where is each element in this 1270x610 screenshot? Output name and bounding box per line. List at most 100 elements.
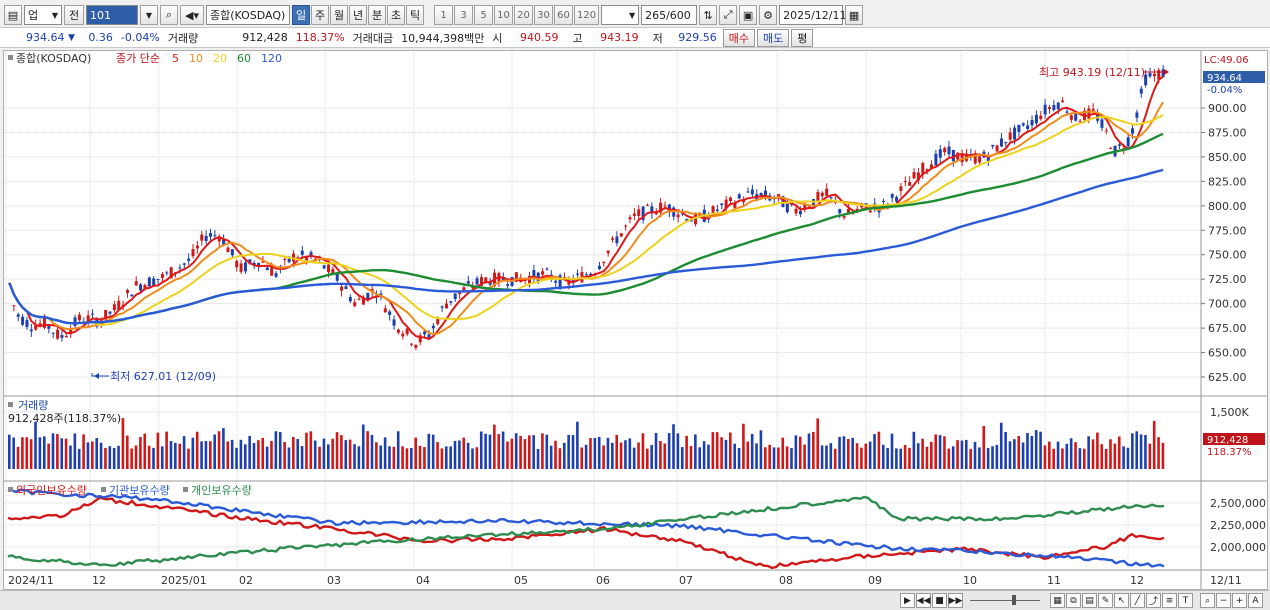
period-tab-4[interactable]: 분 [368, 5, 386, 25]
high-label: 고 [572, 31, 583, 45]
volume-bar [847, 439, 850, 469]
period-tab-5[interactable]: 초 [387, 5, 405, 25]
volume-bar [401, 446, 404, 469]
scroll-first-icon[interactable]: ◀◀ [916, 593, 931, 608]
volume-bar [654, 432, 658, 469]
zoom-plus-icon[interactable]: + [1232, 593, 1247, 608]
code-input[interactable]: 101 [86, 5, 138, 25]
volume-bar [305, 432, 308, 469]
save-icon[interactable]: ▣ [739, 5, 758, 25]
period-tab-3[interactable]: 년 [349, 5, 367, 25]
chart-tool-icon[interactable]: ⤢ [719, 5, 738, 25]
text-tool-icon[interactable]: T [1178, 593, 1193, 608]
draw-tool-icon[interactable]: ✎ [1098, 593, 1113, 608]
zoom-slider-track[interactable] [970, 600, 1040, 601]
scroll-right-icon[interactable]: ▶ [900, 593, 915, 608]
candle [484, 277, 488, 282]
volume-bar [921, 438, 924, 469]
candle [1144, 74, 1148, 86]
volume-bar [1157, 437, 1160, 469]
holdings-legend-item: 기관보유수량 [109, 484, 170, 497]
candle [1052, 105, 1056, 111]
line-tool-icon[interactable]: ╱ [1130, 593, 1145, 608]
candle [781, 196, 785, 208]
trend-tool-icon[interactable]: ⤴ [1146, 593, 1161, 608]
volume-bar [396, 431, 400, 469]
candle [641, 206, 645, 220]
scroll-last-icon[interactable]: ▶▶ [948, 593, 963, 608]
volume-bar [1126, 447, 1130, 469]
candle [715, 209, 719, 211]
ma-line-120 [8, 168, 1164, 325]
volume-bar [366, 431, 369, 469]
zoom-slider-thumb[interactable] [1012, 595, 1016, 605]
eval-button[interactable]: 평 [791, 28, 814, 47]
chart-canvas[interactable]: 900.00 875.00 850.00 825.00 800.00 775.00 750.… [4, 51, 1267, 589]
price-change: 0.36 [88, 31, 113, 44]
compare-icon[interactable]: ⇅ [699, 5, 718, 25]
minute-tab-120[interactable]: 120 [574, 5, 600, 25]
open-label: 시 [492, 31, 503, 45]
layout-icon[interactable]: ▤ [4, 5, 22, 25]
candle [423, 331, 427, 335]
volume-bar [541, 433, 544, 469]
minute-tab-3[interactable]: 3 [454, 5, 473, 25]
period-tab-0[interactable]: 일 [292, 5, 310, 25]
volume-bar [899, 448, 903, 469]
x-axis-label: 04 [416, 574, 430, 587]
minute-tab-5[interactable]: 5 [474, 5, 493, 25]
zoom-out-search-icon[interactable]: ⌕ [1200, 593, 1215, 608]
candle [632, 213, 636, 216]
period-tab-2[interactable]: 월 [330, 5, 348, 25]
volume-bar [750, 433, 754, 469]
volume-bar [274, 431, 278, 469]
volume-bar [956, 440, 959, 469]
period-tab-6[interactable]: 틱 [406, 5, 424, 25]
gear-icon[interactable]: ⚙ [759, 5, 778, 25]
interval-dropdown[interactable]: ▼ [601, 5, 640, 25]
count-field[interactable]: 265/600 [641, 5, 698, 25]
speaker-icon[interactable]: ◀︎▾ [180, 5, 204, 25]
candle [160, 273, 164, 278]
grid-toggle-icon[interactable]: ▦ [1050, 593, 1065, 608]
table-icon[interactable]: ▤ [1082, 593, 1097, 608]
prev-button[interactable]: 전 [64, 5, 84, 25]
volume-pct: 118.37% [295, 31, 345, 44]
date-field[interactable]: 2025/12/11 [779, 5, 847, 25]
minute-tab-60[interactable]: 60 [554, 5, 573, 25]
cursor-icon[interactable]: ↖ [1114, 593, 1129, 608]
volume-bar [130, 448, 133, 469]
volume-bar [562, 442, 566, 469]
market-select[interactable]: 업 ▼ [24, 5, 62, 25]
volume-bar [431, 434, 435, 469]
volume-bar [763, 447, 767, 469]
candle [619, 233, 623, 237]
zoom-minus-icon[interactable]: − [1216, 593, 1231, 608]
sell-button[interactable]: 매도 [757, 28, 790, 47]
volume-bar [187, 448, 190, 469]
minute-tab-20[interactable]: 20 [514, 5, 533, 25]
top-partial-label: LC:49.06 [1204, 55, 1249, 66]
minute-tab-30[interactable]: 30 [534, 5, 553, 25]
stop-icon[interactable]: ■ [932, 593, 947, 608]
period-tab-1[interactable]: 주 [311, 5, 329, 25]
candle [479, 277, 483, 286]
volume-bar [16, 446, 20, 469]
copy-icon[interactable]: ⧉ [1066, 593, 1081, 608]
volume-bar [357, 446, 361, 469]
minute-tab-10[interactable]: 10 [494, 5, 513, 25]
candle [558, 275, 562, 289]
minute-tab-1[interactable]: 1 [434, 5, 453, 25]
buy-button[interactable]: 매수 [722, 28, 756, 47]
code-dropdown-icon[interactable]: ▼ [140, 5, 158, 25]
volume-bar [672, 424, 675, 469]
candle [947, 146, 951, 155]
chart-area[interactable]: 900.00 875.00 850.00 825.00 800.00 775.00 750.… [3, 50, 1268, 590]
candle [584, 274, 588, 276]
fit-icon[interactable]: A [1248, 593, 1263, 608]
candle [576, 273, 580, 275]
fibonacci-icon[interactable]: ≡ [1162, 593, 1177, 608]
search-icon[interactable]: ⌕ [160, 5, 178, 25]
calendar-icon[interactable]: ▦ [845, 5, 864, 25]
volume-bar [38, 437, 42, 469]
